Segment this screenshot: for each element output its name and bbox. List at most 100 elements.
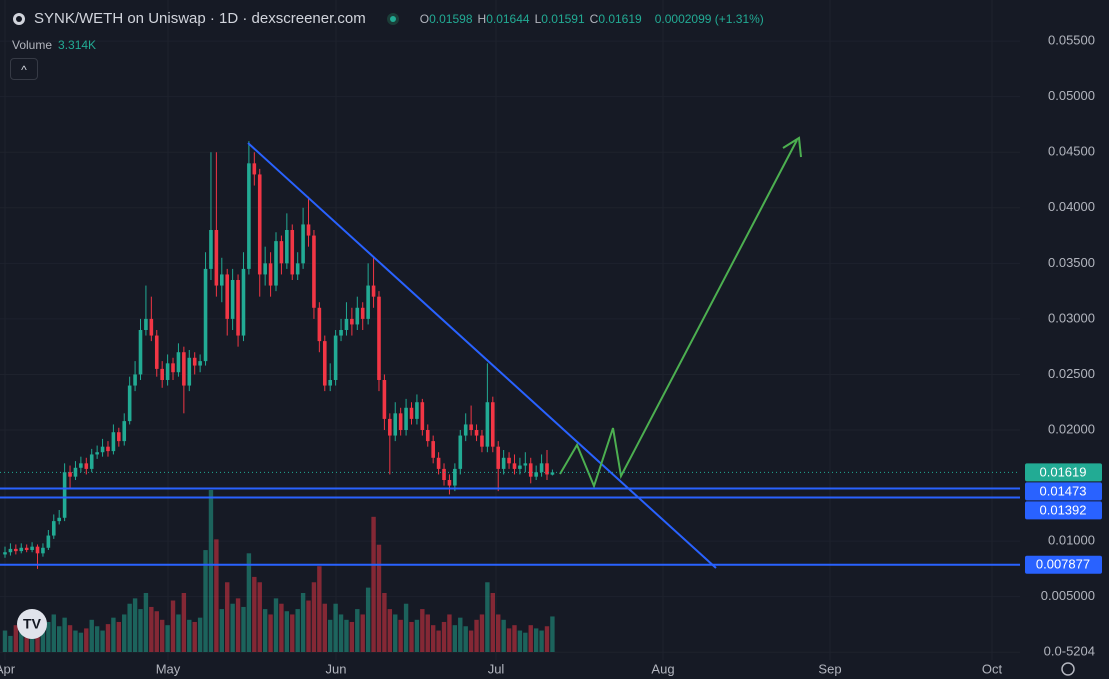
- price-tag: [1025, 555, 1102, 574]
- candle-body: [111, 432, 116, 452]
- volume-bar: [338, 614, 344, 652]
- volume-bar: [73, 630, 78, 652]
- candle-body: [236, 280, 240, 336]
- candle-body: [268, 263, 273, 286]
- collapse-button[interactable]: ^: [10, 58, 38, 80]
- volume-bar: [512, 625, 517, 652]
- volume-bar: [420, 609, 425, 652]
- volume-bar: [19, 632, 24, 652]
- volume-bar: [528, 625, 533, 652]
- volume-bar: [230, 603, 235, 652]
- y-tick-label: 0.05000: [1048, 88, 1095, 103]
- candle-body: [100, 446, 105, 453]
- candle-body: [209, 230, 213, 269]
- volume-bar: [517, 630, 523, 652]
- candle-body: [214, 230, 219, 286]
- volume-bar: [24, 628, 29, 652]
- candle-body: [528, 463, 533, 477]
- volume-bar: [387, 609, 393, 652]
- candle-body: [73, 467, 78, 477]
- candle-body: [312, 235, 316, 308]
- volume-bar: [84, 628, 89, 652]
- ohlc-key: L: [534, 11, 542, 26]
- y-tick-label: 0.01000: [1048, 533, 1095, 548]
- volume-bar: [203, 550, 208, 652]
- volume-bar: [13, 625, 19, 652]
- candle-body: [425, 430, 430, 442]
- candle-body: [89, 454, 94, 469]
- candle-body: [19, 547, 24, 552]
- volume-bar: [360, 614, 365, 652]
- volume-bar: [187, 619, 192, 652]
- volume-bar: [458, 617, 463, 652]
- volume-bar: [311, 582, 317, 652]
- volume-bar: [143, 592, 149, 652]
- status-icon: [386, 12, 399, 25]
- ohlc-value: 0.01619: [598, 11, 642, 26]
- ohlc-value: 0.01591: [541, 11, 585, 26]
- settings-icon[interactable]: [1061, 662, 1075, 676]
- candle-body: [46, 535, 51, 548]
- volume-bar: [550, 616, 555, 652]
- price-tag: [1025, 501, 1102, 520]
- y-tick-label: 0.02000: [1048, 421, 1095, 436]
- candle-body: [393, 413, 398, 436]
- ohlc-key: H: [477, 11, 487, 26]
- change: 0.0002099 (+1.31%): [654, 11, 764, 26]
- volume-bar: [539, 630, 544, 652]
- volume-bar: [105, 624, 111, 652]
- volume-bar: [333, 603, 338, 652]
- volume-bar: [149, 606, 154, 652]
- candle-body: [220, 274, 224, 286]
- candle-body: [447, 480, 452, 486]
- candle-body: [95, 452, 99, 455]
- candle-body: [154, 335, 159, 369]
- volume-bar: [403, 603, 409, 652]
- volume-bar: [436, 630, 441, 652]
- volume-bar: [376, 544, 382, 652]
- volume-bar: [89, 619, 94, 652]
- candle-body: [415, 402, 419, 419]
- price-tag-label: 0.007877: [1036, 557, 1090, 572]
- volume-bar: [322, 603, 327, 652]
- volume-bar: [51, 614, 56, 652]
- volume-bar: [122, 614, 127, 652]
- candle-body: [306, 224, 311, 236]
- volume-bar: [2, 630, 8, 652]
- y-tick-label: 0.05500: [1048, 33, 1095, 48]
- candle-body: [295, 263, 300, 275]
- x-tick-label: Oct: [982, 661, 1003, 676]
- volume-bar: [279, 603, 284, 652]
- candle-body: [453, 468, 457, 486]
- svg-text:TV: TV: [23, 616, 42, 632]
- volume-bar: [344, 619, 349, 652]
- candle-body: [257, 174, 262, 275]
- volume-bar: [225, 582, 230, 652]
- candle-body: [14, 548, 18, 552]
- volume-bar: [533, 628, 539, 652]
- volume-bar: [468, 630, 474, 652]
- volume-bar: [159, 619, 165, 652]
- volume-bar: [506, 628, 512, 652]
- candle-body: [480, 435, 484, 447]
- volume-bar: [257, 582, 262, 652]
- candle-body: [133, 374, 137, 386]
- volume-bar: [46, 621, 51, 652]
- volume-bar: [29, 634, 35, 652]
- pair-title: SYNK/WETH on Uniswap · 1D · dexscreener.…: [34, 10, 366, 27]
- candle-body: [30, 546, 34, 550]
- candle-body: [463, 424, 468, 436]
- volume-bar: [62, 617, 67, 652]
- volume-bar: [447, 614, 452, 652]
- volume-bar: [181, 592, 187, 652]
- y-tick-label: 0.03000: [1048, 310, 1095, 325]
- header: SYNK/WETH on Uniswap · 1D · dexscreener.…: [12, 10, 769, 27]
- volume-bar: [496, 614, 501, 652]
- pair-icon: [13, 12, 25, 25]
- volume-value: 3.314K: [58, 38, 97, 52]
- candle-body: [62, 472, 67, 518]
- candle-body: [230, 280, 235, 319]
- candle-body: [339, 330, 343, 336]
- volume-bar: [430, 625, 436, 652]
